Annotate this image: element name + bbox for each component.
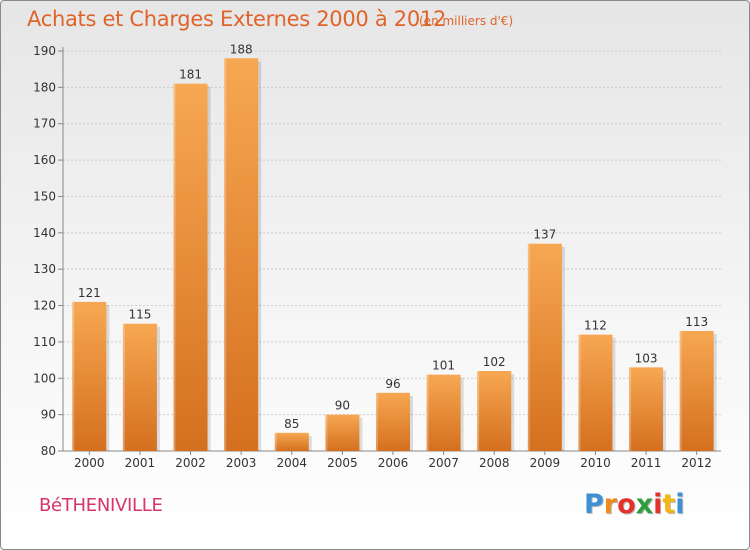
y-tick-label: 160 [33,153,56,167]
y-tick-label: 110 [33,335,56,349]
town-name: BéTHENIVILLE [39,495,163,516]
x-tick-label: 2005 [327,456,358,470]
data-label: 96 [385,377,400,391]
bar [376,392,410,451]
logo-letter: P [584,489,604,520]
y-tick-label: 140 [33,226,56,240]
logo-letter: o [617,489,636,520]
y-tick-label: 90 [41,408,56,422]
data-label: 103 [635,351,658,365]
bar-highlight [173,83,176,452]
bar [224,58,259,451]
bar [679,331,714,451]
bar [325,414,360,451]
y-tick-label: 130 [33,262,56,276]
bar-highlight [224,58,227,451]
bar-highlight [376,392,378,451]
data-label: 181 [179,68,202,82]
logo-letter: i [675,489,685,520]
y-tick-label: 100 [33,371,56,385]
data-label: 85 [284,417,299,431]
y-tick-label: 170 [33,117,56,131]
bar-highlight [122,323,125,451]
x-tick-label: 2010 [580,456,611,470]
y-tick-label: 190 [33,44,56,58]
logo-letter: r [603,489,618,520]
x-tick-label: 2007 [428,456,459,470]
bar-highlight [629,367,632,451]
x-tick-label: 2001 [125,456,156,470]
y-tick-label: 180 [33,80,56,94]
logo-letter: t [662,489,676,520]
data-label: 121 [78,286,101,300]
x-tick-label: 2008 [479,456,510,470]
y-tick-label: 80 [41,444,56,458]
data-label: 112 [584,319,607,333]
x-tick-label: 2011 [631,456,662,470]
x-tick-label: 2000 [74,456,105,470]
data-label: 188 [230,42,253,56]
bar-highlight [274,432,277,451]
bar-highlight [325,414,328,451]
bar [477,371,512,451]
data-label: 90 [335,399,350,413]
x-tick-label: 2006 [378,456,409,470]
bar-highlight [578,334,581,451]
bar-highlight [679,331,682,451]
x-tick-label: 2012 [681,456,712,470]
data-label: 101 [432,359,455,373]
bar [527,243,562,451]
logo-letter: i [653,489,663,520]
logo-letter: x [635,489,654,520]
bar [629,367,664,451]
bar [426,374,461,451]
x-tick-label: 2003 [226,456,257,470]
x-tick-label: 2002 [175,456,206,470]
data-label: 113 [685,315,708,329]
bar-highlight [527,243,530,451]
chart-title: Achats et Charges Externes 2000 à 2012 [27,7,447,31]
x-tick-label: 2004 [276,456,307,470]
bar [578,334,613,451]
data-label: 115 [128,308,151,322]
data-label: 137 [533,228,556,242]
y-tick-label: 120 [33,299,56,313]
bar-highlight [426,374,429,451]
bar [173,83,208,452]
y-tick-label: 150 [33,189,56,203]
chart-subtitle: (en milliers d'€) [419,14,514,28]
bar-highlight [72,301,75,451]
bar-highlight [477,371,480,451]
bar [122,323,157,451]
proxiti-logo[interactable]: Proxiti [584,489,685,520]
bar [72,301,107,451]
x-tick-label: 2009 [530,456,561,470]
bar [274,432,309,451]
data-label: 102 [483,355,506,369]
